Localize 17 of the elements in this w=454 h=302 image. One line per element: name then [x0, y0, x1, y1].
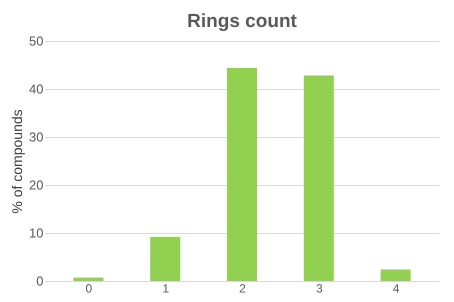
bar — [150, 236, 180, 281]
y-tick-label: 40 — [29, 82, 44, 96]
y-tick-label: 50 — [29, 34, 44, 48]
x-tick-label: 0 — [86, 282, 93, 296]
x-tick-label: 4 — [392, 282, 400, 296]
bar — [304, 76, 334, 281]
x-tick-label: 3 — [316, 282, 323, 296]
y-tick-label: 20 — [29, 178, 44, 192]
chart-title: Rings count — [187, 11, 298, 32]
bar — [227, 68, 257, 281]
bar — [380, 269, 411, 281]
bar — [73, 278, 104, 281]
x-tick-label: 1 — [162, 282, 170, 296]
y-tick-label: 30 — [29, 130, 44, 144]
y-tick-label: 10 — [29, 226, 44, 240]
y-axis-title: % of compounds — [9, 109, 26, 214]
x-tick-label: 2 — [239, 282, 246, 296]
